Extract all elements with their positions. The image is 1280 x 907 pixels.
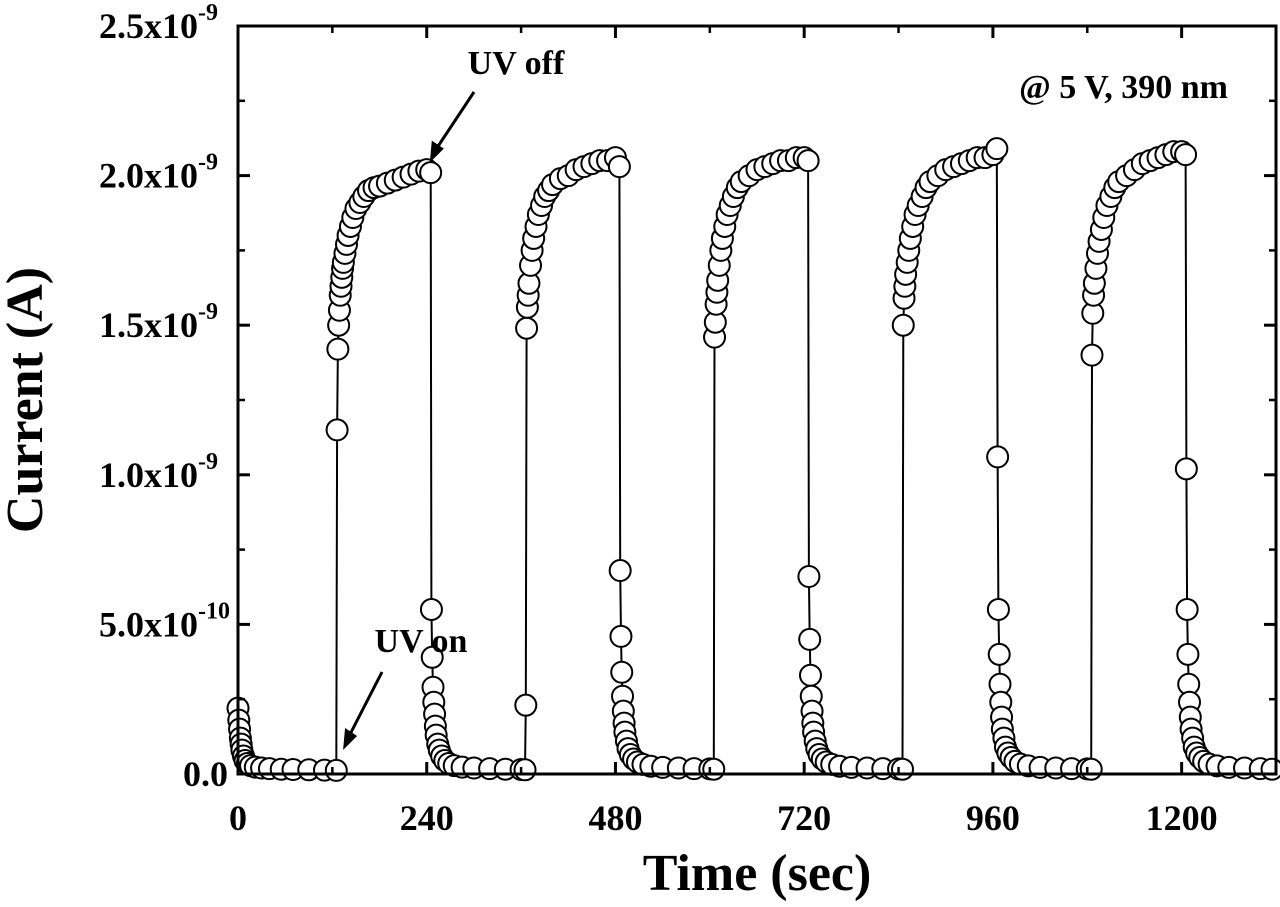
- data-point: [989, 644, 1010, 665]
- y-tick-mantissa: 2.5x10: [99, 6, 198, 46]
- x-tick-label: 0: [229, 798, 247, 838]
- data-point: [610, 560, 631, 581]
- uv-on-arrow: [347, 672, 382, 740]
- y-tick-exponent: -9: [198, 299, 218, 325]
- y-tick-label: 2.0x10: [99, 156, 198, 196]
- x-tick-label: 960: [966, 798, 1020, 838]
- data-point: [987, 446, 1008, 467]
- x-axis-title: Time (sec): [643, 845, 872, 902]
- data-point: [516, 318, 537, 339]
- data-point: [610, 626, 631, 647]
- data-point: [611, 662, 632, 683]
- data-point: [1177, 599, 1198, 620]
- y-tick-label: 1.5x10: [99, 305, 198, 345]
- data-point: [893, 315, 914, 336]
- data-point: [1081, 345, 1102, 366]
- data-point: [798, 566, 819, 587]
- data-point: [800, 665, 821, 686]
- y-tick-mantissa: 0.0: [183, 754, 228, 794]
- data-point: [798, 150, 819, 171]
- y-tick-mantissa: 1.5x10: [99, 305, 198, 345]
- uv-on-label: UV on: [375, 623, 468, 660]
- data-point: [421, 599, 442, 620]
- data-point: [420, 162, 441, 183]
- y-tick-mantissa: 2.0x10: [99, 156, 198, 196]
- data-point: [799, 629, 820, 650]
- uv-off-arrow: [434, 92, 474, 153]
- data-point: [1177, 644, 1198, 665]
- y-axis-title: Current (A): [0, 267, 54, 533]
- x-tick-label: 720: [777, 798, 831, 838]
- data-marks: [228, 138, 1280, 781]
- x-tick-label: 480: [588, 798, 642, 838]
- y-tick-label: 2.5x10: [99, 6, 198, 46]
- data-point: [327, 339, 348, 360]
- data-point: [1081, 759, 1102, 780]
- condition-label: @ 5 V, 390 nm: [1019, 69, 1228, 106]
- series-line: [238, 149, 1272, 771]
- plot-frame: [238, 26, 1276, 774]
- data-point: [1175, 144, 1196, 165]
- x-tick-label: 240: [400, 798, 454, 838]
- data-point: [609, 156, 630, 177]
- y-tick-mantissa: 1.0x10: [99, 455, 198, 495]
- y-tick-label: 1.0x10: [99, 455, 198, 495]
- y-tick-exponent: -10: [198, 598, 230, 624]
- y-tick-label: 5.0x10: [99, 604, 198, 644]
- data-point: [515, 695, 536, 716]
- data-point: [892, 759, 913, 780]
- data-point: [326, 760, 347, 781]
- x-tick-label: 1200: [1146, 798, 1218, 838]
- y-tick-exponent: -9: [198, 0, 218, 26]
- y-tick-exponent: -9: [198, 449, 218, 475]
- data-point: [986, 138, 1007, 159]
- data-point: [703, 759, 724, 780]
- data-point: [988, 599, 1009, 620]
- data-point: [1176, 458, 1197, 479]
- data-point: [327, 419, 348, 440]
- y-tick-label: 0.0: [183, 754, 228, 794]
- y-tick-mantissa: 5.0x10: [99, 604, 198, 644]
- uv-off-label: UV off: [468, 45, 565, 82]
- uv-off-arrowhead: [430, 141, 444, 163]
- data-point: [515, 759, 536, 780]
- y-tick-exponent: -9: [198, 150, 218, 176]
